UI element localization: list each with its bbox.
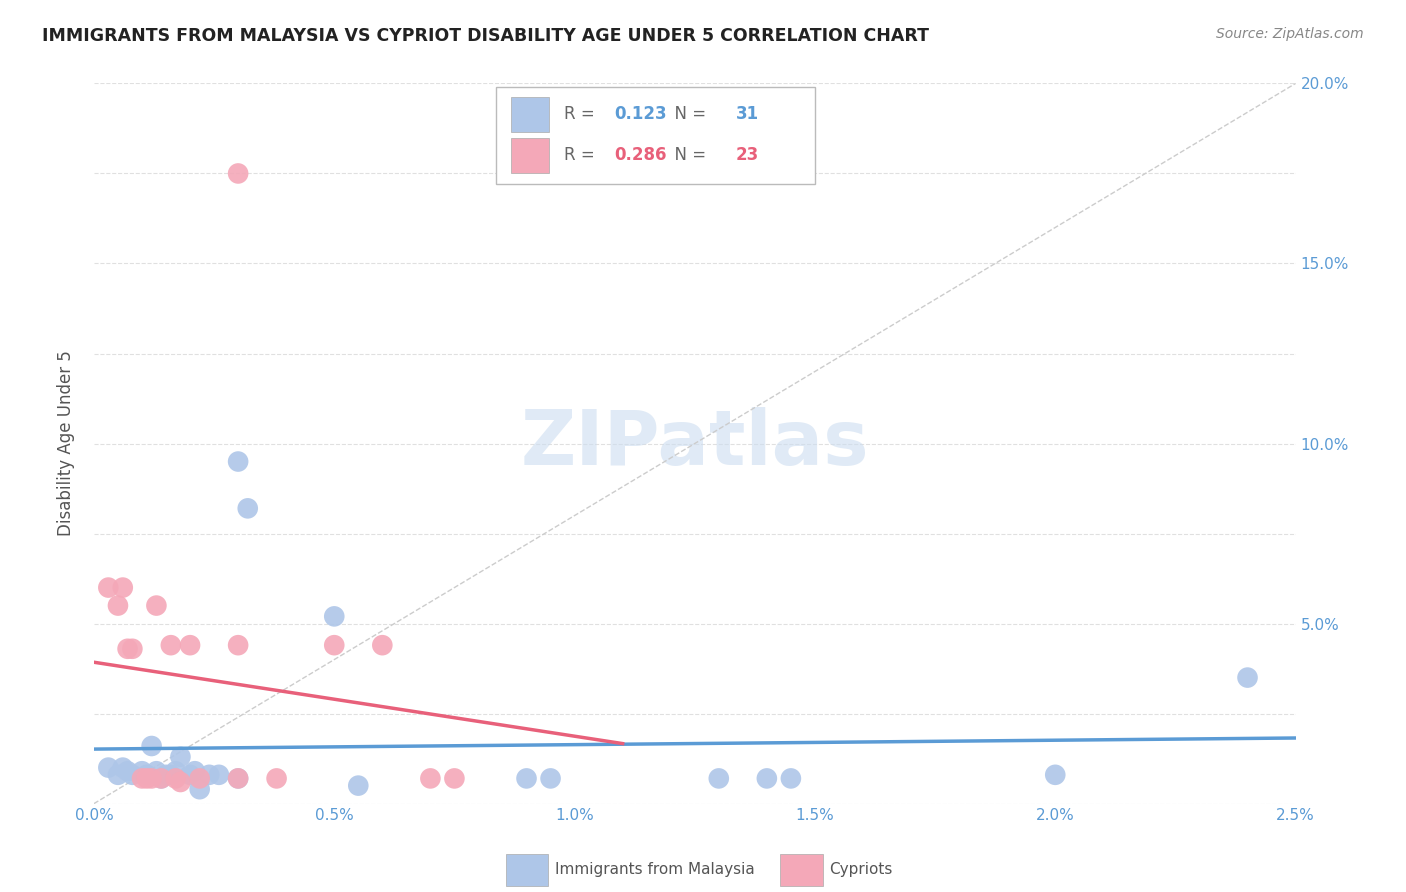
Point xyxy=(226,166,249,180)
Point xyxy=(121,768,143,782)
Point xyxy=(371,638,394,652)
FancyBboxPatch shape xyxy=(510,138,550,173)
Point xyxy=(111,581,134,595)
Point xyxy=(165,772,187,786)
Text: N =: N = xyxy=(664,146,711,164)
Text: 0.123: 0.123 xyxy=(614,105,666,123)
Point xyxy=(145,599,167,613)
Point xyxy=(419,772,441,786)
Text: Source: ZipAtlas.com: Source: ZipAtlas.com xyxy=(1216,27,1364,41)
Point xyxy=(117,641,139,656)
Point xyxy=(97,581,120,595)
Point xyxy=(179,768,201,782)
Text: Cypriots: Cypriots xyxy=(830,863,893,877)
Point xyxy=(226,638,249,652)
Point xyxy=(208,768,231,782)
Point xyxy=(117,764,139,779)
Point xyxy=(266,772,288,786)
Point xyxy=(188,772,211,786)
Point xyxy=(226,772,249,786)
Point xyxy=(323,638,346,652)
Point xyxy=(236,501,259,516)
Text: 31: 31 xyxy=(735,105,759,123)
Text: N =: N = xyxy=(664,105,711,123)
Y-axis label: Disability Age Under 5: Disability Age Under 5 xyxy=(58,351,75,536)
FancyBboxPatch shape xyxy=(510,97,550,132)
Point xyxy=(141,772,163,786)
Point xyxy=(169,775,191,789)
Point xyxy=(515,772,537,786)
Point xyxy=(169,749,191,764)
Point xyxy=(150,772,173,786)
Point xyxy=(107,768,129,782)
Point xyxy=(131,772,153,786)
Point xyxy=(135,768,157,782)
Text: ZIPatlas: ZIPatlas xyxy=(520,407,869,481)
Point xyxy=(188,782,211,797)
Text: 0.286: 0.286 xyxy=(614,146,666,164)
Point xyxy=(540,772,562,786)
Point xyxy=(347,779,370,793)
Point xyxy=(184,764,207,779)
Text: R =: R = xyxy=(564,146,600,164)
FancyBboxPatch shape xyxy=(496,87,815,185)
Point xyxy=(755,772,778,786)
Point xyxy=(160,638,183,652)
Point xyxy=(179,638,201,652)
Point xyxy=(155,768,177,782)
Point xyxy=(165,764,187,779)
Point xyxy=(111,761,134,775)
Text: 23: 23 xyxy=(735,146,759,164)
Point xyxy=(135,772,157,786)
Point xyxy=(198,768,221,782)
Point xyxy=(150,772,173,786)
Point xyxy=(780,772,803,786)
Point xyxy=(145,764,167,779)
Point xyxy=(226,454,249,468)
Text: Immigrants from Malaysia: Immigrants from Malaysia xyxy=(555,863,755,877)
Point xyxy=(97,761,120,775)
Point xyxy=(160,768,183,782)
Point xyxy=(1045,768,1067,782)
Point xyxy=(121,641,143,656)
Point xyxy=(107,599,129,613)
Text: IMMIGRANTS FROM MALAYSIA VS CYPRIOT DISABILITY AGE UNDER 5 CORRELATION CHART: IMMIGRANTS FROM MALAYSIA VS CYPRIOT DISA… xyxy=(42,27,929,45)
Point xyxy=(141,739,163,753)
Point xyxy=(323,609,346,624)
Point xyxy=(226,772,249,786)
Point xyxy=(131,764,153,779)
Point xyxy=(707,772,730,786)
Point xyxy=(1236,671,1258,685)
Text: R =: R = xyxy=(564,105,600,123)
Point xyxy=(443,772,465,786)
